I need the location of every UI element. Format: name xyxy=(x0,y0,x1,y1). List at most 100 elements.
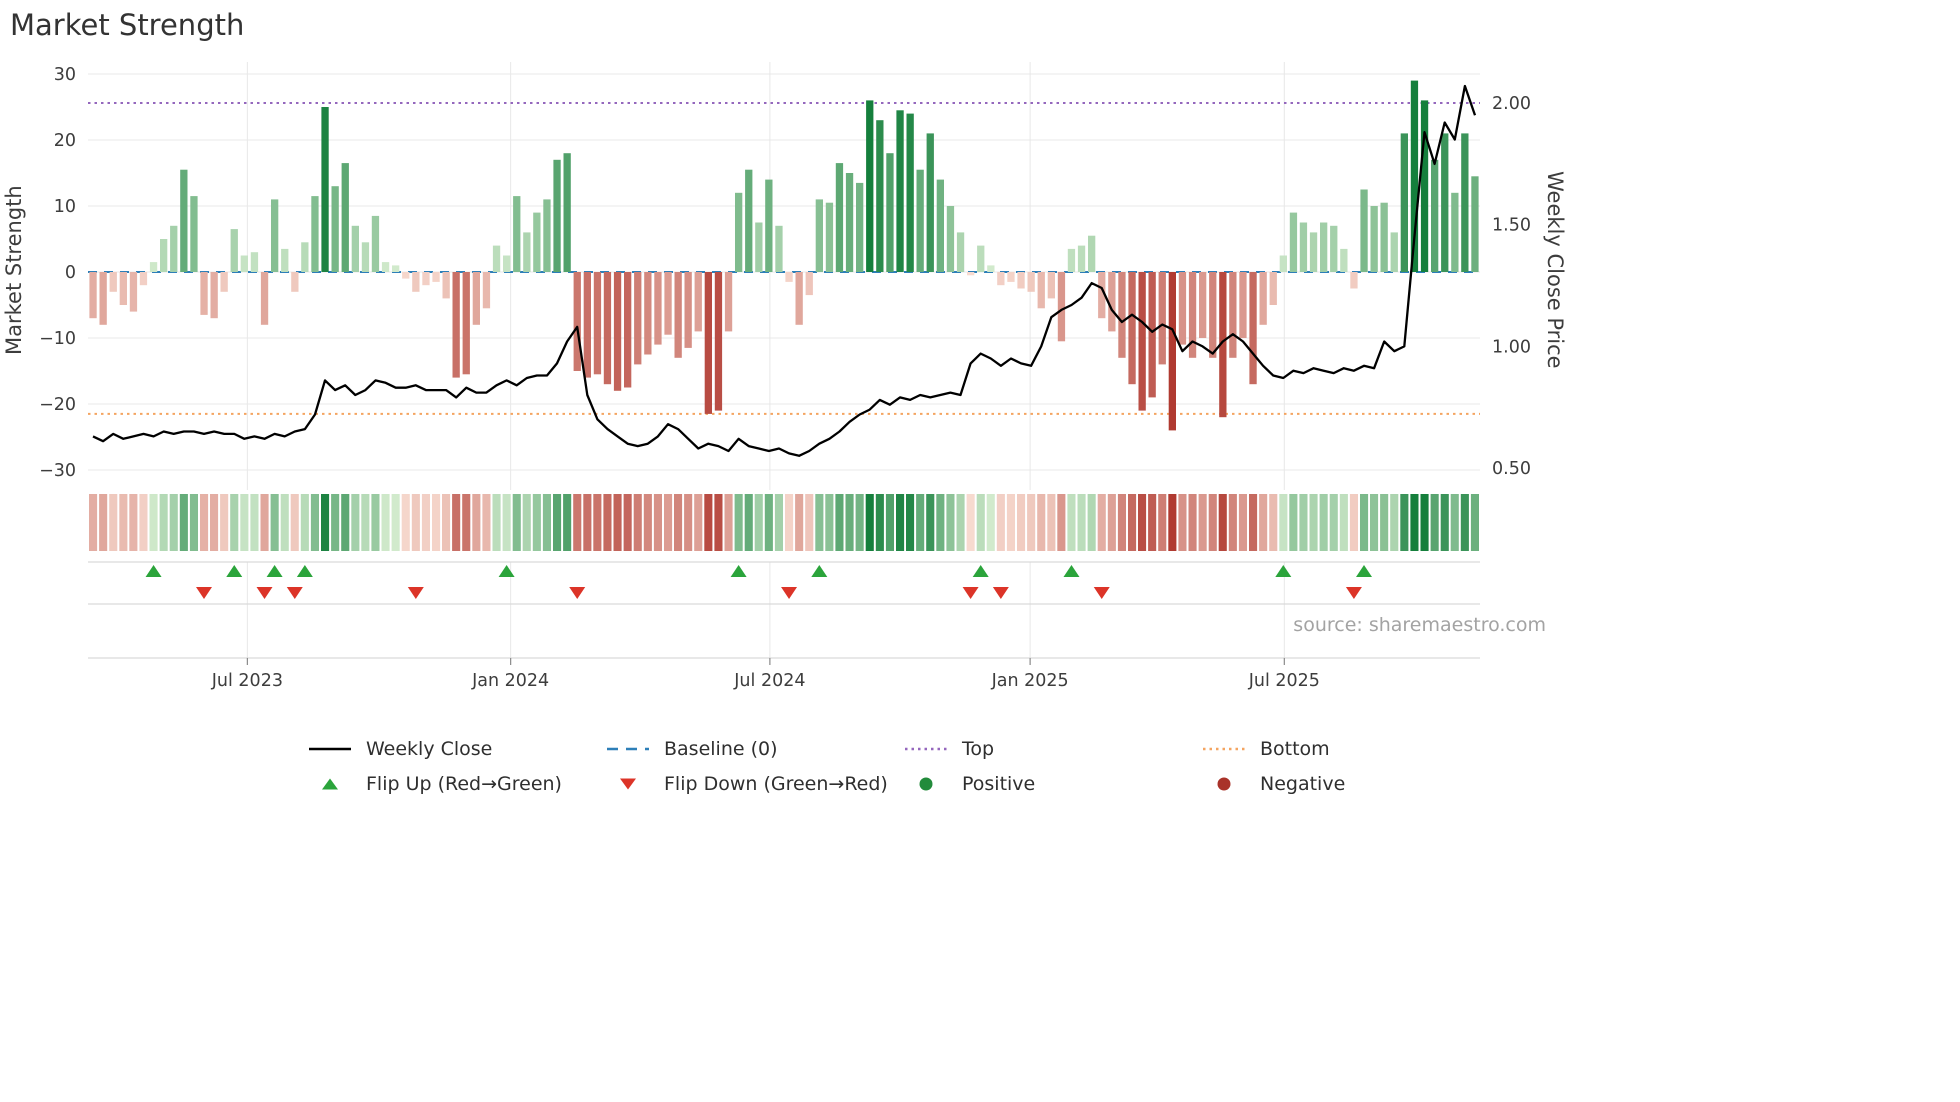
heatmap-cell xyxy=(189,494,198,551)
legend-item-flip-up[interactable]: Flip Up (Red→Green) xyxy=(307,771,605,797)
heatmap-cell xyxy=(1168,494,1177,551)
strength-bar xyxy=(271,199,279,272)
heatmap-cell xyxy=(290,494,299,551)
heatmap-cell xyxy=(613,494,622,551)
strength-bar xyxy=(1451,192,1459,272)
heatmap-cell xyxy=(1027,494,1036,551)
heatmap-cell xyxy=(946,494,955,551)
heatmap-cell xyxy=(986,494,995,551)
legend-item-top[interactable]: Top xyxy=(903,736,1201,762)
left-axis-tick-label: 10 xyxy=(54,197,76,217)
heatmap-strip xyxy=(89,494,1479,551)
strength-bar xyxy=(482,272,491,309)
heatmap-cell xyxy=(1450,494,1459,551)
strength-bar xyxy=(1289,212,1298,272)
heatmap-cell xyxy=(593,494,602,551)
x-axis-tick-label: Jul 2025 xyxy=(1248,671,1320,691)
strength-bar xyxy=(1299,222,1308,272)
heatmap-cell xyxy=(371,494,380,551)
strength-bar xyxy=(119,272,127,305)
legend-item-bottom[interactable]: Bottom xyxy=(1201,736,1499,762)
strength-bar xyxy=(291,272,299,292)
bottom-dotted-icon xyxy=(1201,741,1247,757)
strength-bar xyxy=(351,225,359,272)
heatmap-cell xyxy=(361,494,370,551)
strength-bar xyxy=(624,272,632,388)
left-axis-tick-label: 20 xyxy=(54,131,76,151)
heatmap-cell xyxy=(916,494,925,551)
heatmap-cell xyxy=(1037,494,1046,551)
strength-bar xyxy=(1431,159,1439,272)
heatmap-cell xyxy=(754,494,763,551)
strength-bar xyxy=(1360,189,1368,272)
strength-bar xyxy=(1168,272,1176,431)
strength-bar xyxy=(785,272,793,282)
strength-bar xyxy=(886,153,894,272)
right-axis-label: Weekly Close Price xyxy=(1543,171,1567,369)
heatmap-cell xyxy=(734,494,743,551)
flip-down-marker xyxy=(286,587,303,599)
heatmap-cell xyxy=(855,494,864,551)
heatmap-cell xyxy=(1218,494,1227,551)
weekly-close-line-icon xyxy=(307,741,353,757)
heatmap-cell xyxy=(260,494,269,551)
legend-item-positive[interactable]: Positive xyxy=(903,771,1201,797)
flip-up-markers xyxy=(145,565,1372,577)
legend-item-baseline[interactable]: Baseline (0) xyxy=(605,736,903,762)
strength-bar xyxy=(503,255,511,272)
strength-bar xyxy=(1330,225,1338,272)
strength-bar xyxy=(281,248,289,272)
heatmap-cell xyxy=(1470,494,1479,551)
positive-dot-icon xyxy=(903,776,949,792)
reference-lines xyxy=(88,102,1480,415)
heatmap-cell xyxy=(200,494,209,551)
strength-bar xyxy=(1067,248,1076,272)
left-axis-tick-label: 0 xyxy=(65,263,76,283)
heatmap-cell xyxy=(230,494,239,551)
heatmap-cell xyxy=(1269,494,1278,551)
heatmap-cell xyxy=(179,494,188,551)
strength-bar xyxy=(1057,272,1066,342)
heatmap-cell xyxy=(391,494,400,551)
heatmap-cell xyxy=(633,494,642,551)
strength-bar xyxy=(1108,272,1116,332)
heatmap-cell xyxy=(512,494,521,551)
strength-bar xyxy=(1441,133,1449,272)
heatmap-cell xyxy=(89,494,98,551)
heatmap-cell xyxy=(865,494,874,551)
strength-bar xyxy=(1007,272,1015,282)
heatmap-cell xyxy=(694,494,703,551)
strength-bar xyxy=(694,272,702,332)
legend-item-flip-down[interactable]: Flip Down (Green→Red) xyxy=(605,771,903,797)
heatmap-cell xyxy=(785,494,794,551)
strength-bar xyxy=(1199,272,1207,338)
heatmap-cell xyxy=(280,494,289,551)
heatmap-cell xyxy=(321,494,330,551)
legend-label: Positive xyxy=(962,773,1036,795)
heatmap-cell xyxy=(1339,494,1348,551)
weekly-close-line xyxy=(92,84,1477,457)
strength-bar xyxy=(876,120,884,272)
legend-item-negative[interactable]: Negative xyxy=(1201,771,1499,797)
heatmap-cell xyxy=(310,494,319,551)
heatmap-cell xyxy=(401,494,410,551)
flip-down-marker xyxy=(962,587,979,599)
right-axis-tick-label: 1.00 xyxy=(1492,337,1531,357)
strength-bar xyxy=(381,262,390,272)
legend-label: Bottom xyxy=(1260,738,1330,760)
strength-bar xyxy=(755,222,763,272)
heatmap-cell xyxy=(815,494,824,551)
strength-bar xyxy=(1098,272,1106,319)
strength-bar xyxy=(311,196,319,272)
top-dotted-icon xyxy=(903,741,949,757)
strength-bar xyxy=(603,272,612,385)
strength-bar xyxy=(1420,100,1429,273)
legend-item-weekly-close[interactable]: Weekly Close xyxy=(307,736,605,762)
right-axis-tick-label: 2.00 xyxy=(1492,94,1531,114)
strength-bar xyxy=(967,272,975,276)
heatmap-cell xyxy=(603,494,612,551)
strength-bar xyxy=(1158,272,1166,365)
heatmap-cell xyxy=(1289,494,1298,551)
